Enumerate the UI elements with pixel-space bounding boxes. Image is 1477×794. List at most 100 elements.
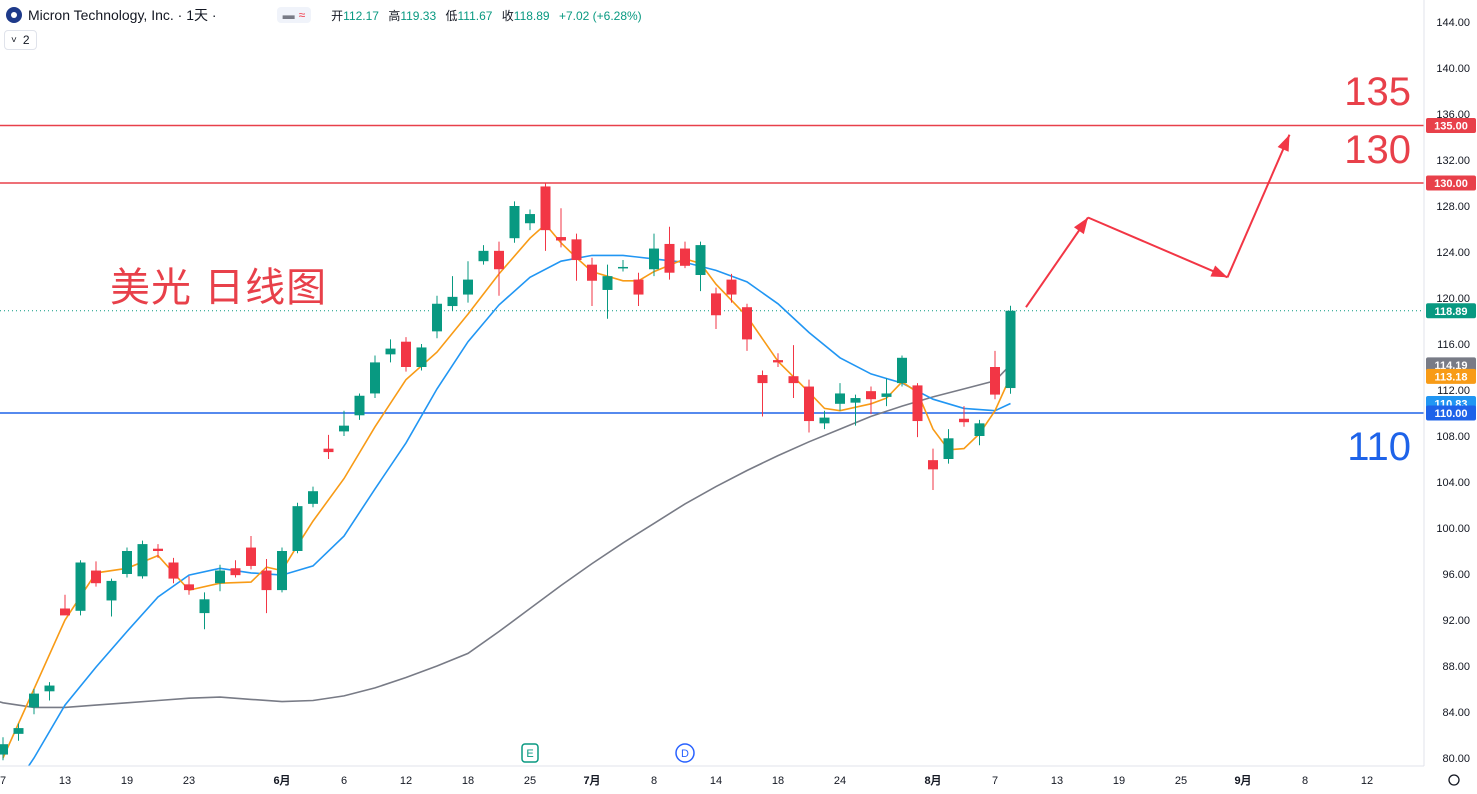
- candle-body: [416, 347, 427, 367]
- candle-body: [122, 551, 132, 574]
- candle-body: [401, 341, 411, 367]
- x-tick-label: 8: [1302, 775, 1308, 787]
- candle-body: [0, 744, 8, 755]
- y-tick-label: 144.00: [1436, 17, 1470, 29]
- sub-pane-toggle[interactable]: ˅ 2: [4, 30, 37, 50]
- price-badge: [1426, 368, 1476, 384]
- candle-body: [509, 206, 520, 239]
- candle-body: [199, 599, 210, 614]
- chart-header: Micron Technology, Inc. · 1天 · ▬ ≈ 开112.…: [0, 0, 648, 30]
- candle-body: [215, 570, 225, 584]
- ma-slow-line: [0, 364, 1012, 709]
- x-tick-label: 7: [0, 775, 6, 787]
- ohlc-open-label: 开: [331, 8, 344, 23]
- y-tick-label: 104.00: [1436, 477, 1470, 489]
- x-tick-label: 24: [834, 775, 846, 787]
- x-tick-label: 9月: [1234, 774, 1251, 787]
- candle-body: [447, 296, 458, 307]
- dividend-marker: [675, 743, 695, 763]
- forecast-arrow-segment: [1087, 216, 1228, 279]
- candle-body: [75, 562, 86, 611]
- y-tick-label: 128.00: [1436, 201, 1470, 213]
- y-tick-label: 120.00: [1436, 293, 1470, 305]
- forecast-arrow-segment: [1226, 134, 1291, 278]
- candle-body: [478, 250, 489, 262]
- price-badge: [1426, 357, 1476, 373]
- y-tick-label: 88.00: [1442, 661, 1470, 673]
- candle-body: [261, 570, 272, 591]
- y-tick-label: 112.00: [1437, 385, 1470, 397]
- chevron-down-icon: ˅: [11, 34, 17, 46]
- candle-body: [990, 367, 1000, 395]
- candle-body: [385, 348, 396, 355]
- forecast-arrow-segment: [1025, 216, 1089, 308]
- candle-body: [711, 293, 721, 316]
- symbol-title[interactable]: Micron Technology, Inc. · 1天 ·: [28, 7, 217, 23]
- ohlc-readout: 开112.17 高119.33 低111.67 收118.89 +7.02 (+…: [331, 7, 648, 24]
- forecast-arrowhead: [1210, 265, 1228, 278]
- candle-body: [649, 248, 659, 270]
- x-tick-label: 6月: [273, 774, 290, 787]
- candle-body: [60, 608, 70, 616]
- price-badge-label: 114.19: [1434, 360, 1467, 372]
- candle-body: [106, 580, 117, 601]
- ohlc-change-value: +7.02 (+6.28%): [558, 8, 642, 23]
- sub-pane-count: 2: [22, 33, 30, 47]
- price-badge-label: 135.00: [1434, 121, 1468, 133]
- x-tick-label: 18: [462, 775, 474, 787]
- ohlc-low-value: 111.67: [457, 8, 493, 23]
- earnings-marker-label: E: [526, 748, 533, 760]
- candle-body: [897, 357, 907, 384]
- candle-body: [602, 276, 613, 290]
- x-tick-label: 7月: [583, 774, 600, 787]
- candle-body: [587, 264, 597, 281]
- candle-body: [91, 570, 101, 584]
- candle-body: [137, 544, 148, 577]
- price-badge: [1426, 303, 1476, 319]
- candle-body: [695, 245, 706, 275]
- approx-icon: ≈: [298, 8, 306, 22]
- candle-body: [230, 568, 241, 576]
- x-tick-label: 14: [710, 775, 722, 787]
- x-tick-label: 7: [992, 775, 998, 787]
- x-tick-label: 25: [1175, 775, 1187, 787]
- price-badge-label: 130.00: [1434, 178, 1468, 190]
- candle-body: [571, 239, 582, 261]
- price-badge: [1426, 175, 1476, 191]
- x-tick-label: 23: [183, 775, 195, 787]
- level-label-110: 110: [1347, 425, 1411, 469]
- candle-body: [1005, 310, 1016, 389]
- candle-body: [323, 448, 334, 453]
- level-label-130: 130: [1344, 128, 1411, 172]
- candle-body: [866, 391, 876, 400]
- candle-body: [432, 303, 442, 332]
- x-tick-label: 13: [1051, 775, 1063, 787]
- candle-body: [525, 214, 535, 224]
- candle-body: [44, 685, 55, 692]
- ohlc-high-value: 119.33: [400, 8, 437, 23]
- candle-body: [354, 395, 365, 416]
- candle-body: [277, 551, 287, 591]
- candle-body: [246, 547, 256, 566]
- candle-body: [168, 562, 179, 579]
- forecast-arrowhead: [1073, 217, 1088, 235]
- candle-body: [292, 506, 303, 551]
- candle-body: [153, 548, 163, 551]
- candle-body: [773, 360, 783, 363]
- ma-fast-line: [2, 223, 1012, 759]
- x-tick-label: 8月: [924, 774, 941, 787]
- indicator-pill[interactable]: ▬ ≈: [276, 7, 312, 23]
- settings-gear-icon: [1448, 774, 1460, 786]
- y-tick-label: 124.00: [1436, 247, 1470, 259]
- y-tick-label: 84.00: [1442, 707, 1470, 719]
- candle-body: [850, 398, 861, 403]
- candle-body: [13, 728, 24, 734]
- x-tick-label: 25: [524, 775, 536, 787]
- forecast-arrowhead: [1277, 134, 1290, 152]
- x-tick-label: 12: [1361, 775, 1373, 787]
- x-tick-label: 13: [59, 775, 71, 787]
- dash-icon: ▬: [282, 8, 295, 22]
- candle-body: [928, 460, 938, 470]
- candle-body: [633, 279, 644, 295]
